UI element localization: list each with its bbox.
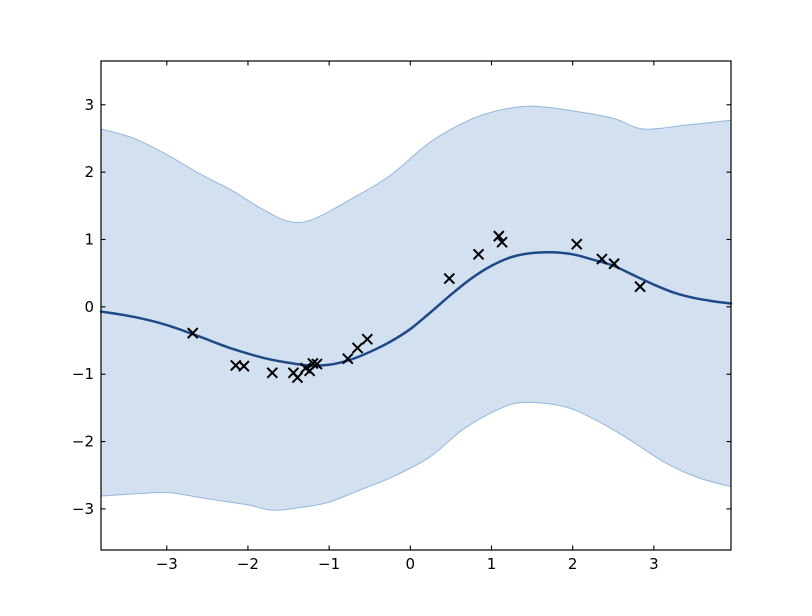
x-tick-label: −2 <box>237 555 259 573</box>
confidence-band-lower-edge <box>100 401 732 511</box>
x-marker <box>496 236 508 248</box>
x-marker <box>608 258 620 270</box>
observation-markers <box>187 230 646 384</box>
x-tick-label: 3 <box>649 555 659 573</box>
confidence-band <box>100 105 732 511</box>
y-tick-label: 0 <box>84 298 94 316</box>
x-marker <box>634 280 646 293</box>
y-tick-label: 2 <box>84 163 94 181</box>
axes <box>100 60 732 551</box>
axes-frame <box>100 60 732 551</box>
y-tick-label: −3 <box>72 500 94 518</box>
gp-mean-line <box>99 250 733 367</box>
x-marker <box>493 230 505 242</box>
x-tick-label: −3 <box>156 555 178 573</box>
x-marker <box>342 353 354 365</box>
x-marker <box>307 357 319 370</box>
confidence-band-upper-edge <box>100 105 732 224</box>
x-marker <box>311 358 323 370</box>
x-tick-label: −1 <box>318 555 340 573</box>
x-marker <box>351 342 364 354</box>
tick-labels: −3 −2 −1 0 1 2 3 −3 −2 −1 0 1 2 3 <box>72 96 659 573</box>
x-marker <box>187 327 199 339</box>
x-marker <box>472 248 485 261</box>
x-tick-label: 2 <box>568 555 578 573</box>
confidence-band-fill <box>101 106 731 511</box>
x-tick-label: 1 <box>487 555 497 573</box>
x-marker <box>266 367 279 379</box>
x-marker <box>571 238 583 250</box>
y-tick-label: −2 <box>72 433 94 451</box>
y-tick-label: 3 <box>84 96 94 114</box>
x-marker <box>596 253 608 265</box>
x-marker <box>361 333 373 345</box>
x-marker <box>291 371 304 384</box>
y-tick-label: 1 <box>84 231 94 249</box>
y-tick-label: −1 <box>72 365 94 383</box>
x-tick-label: 0 <box>406 555 416 573</box>
x-marker <box>238 360 250 372</box>
x-marker <box>443 272 455 285</box>
